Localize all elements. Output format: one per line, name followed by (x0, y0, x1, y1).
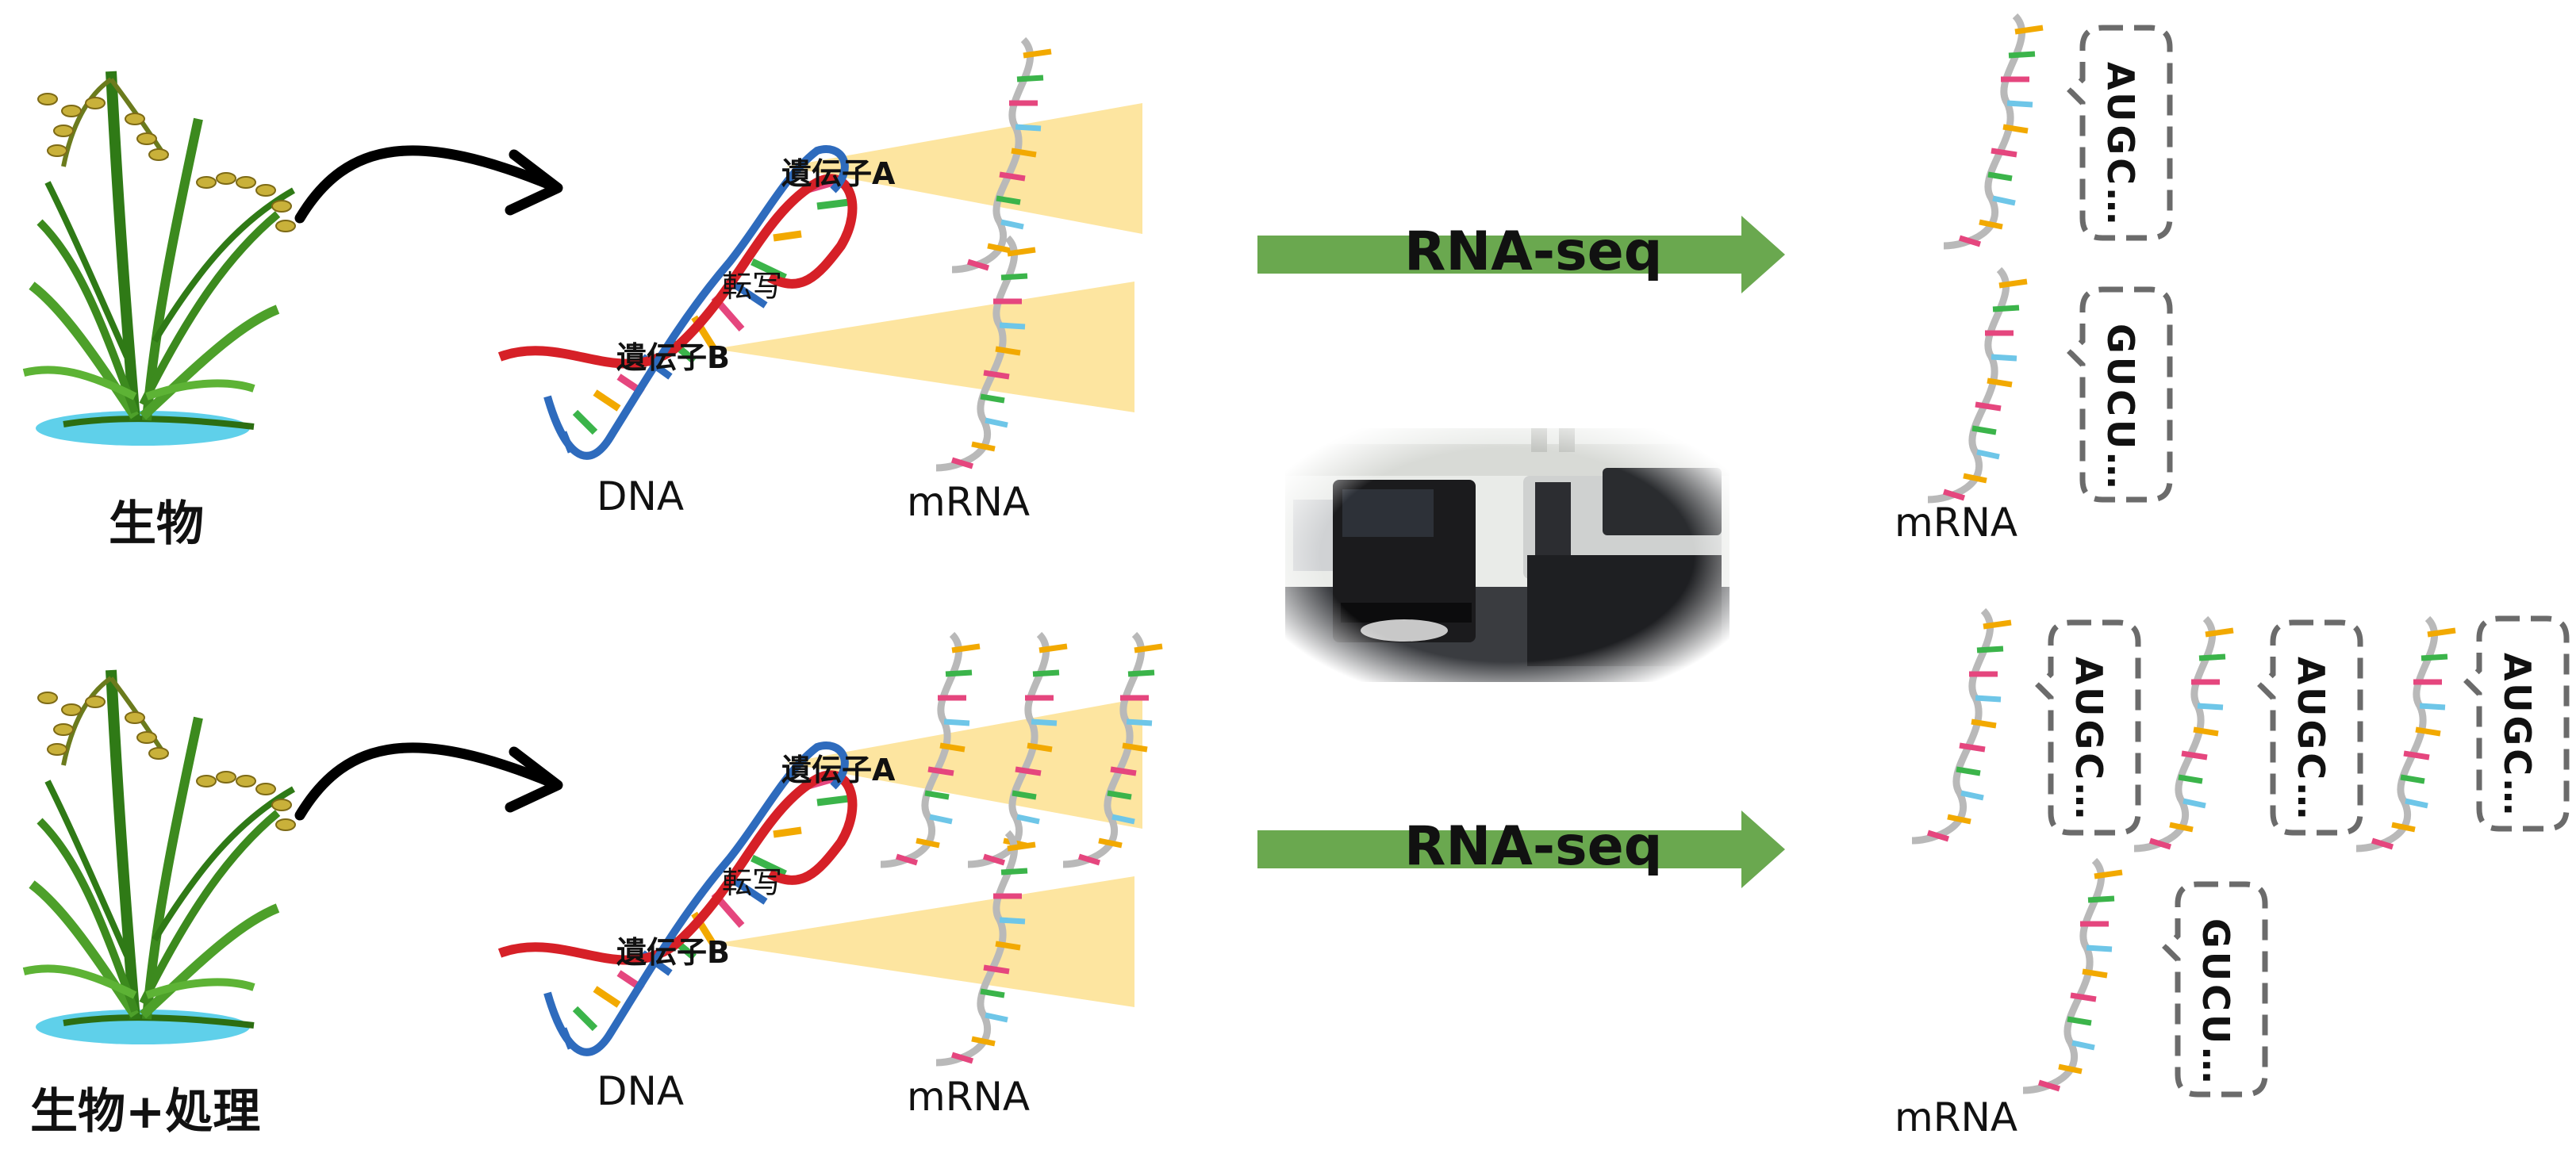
mrna-strand-icon (1912, 611, 2011, 841)
rnaseq-label: RNA-seq (1404, 815, 1663, 878)
read-sequence: AUGC… (2496, 653, 2539, 819)
read-sequence: GUCU… (2194, 918, 2237, 1087)
transcription-label: 転写 (722, 865, 783, 900)
organism-label: 生物 (109, 496, 204, 552)
mrna-strand-icon (1944, 16, 2043, 246)
gene-a-label: 遺伝子A (781, 156, 896, 191)
sequencer-photo (1285, 428, 1729, 682)
mrna-strand-icon (2356, 619, 2455, 849)
row-untreated (24, 16, 2170, 500)
gene-b-label: 遺伝子B (616, 935, 730, 970)
mrna-label: mRNA (907, 479, 1031, 525)
rice-plant-icon (24, 71, 295, 446)
result-mrna-label: mRNA (1895, 500, 2018, 546)
rice-plant-icon (24, 670, 295, 1044)
result-mrna-label: mRNA (1895, 1094, 2018, 1140)
dna-label: DNA (597, 473, 685, 519)
mrna-strand-icon (2023, 860, 2122, 1090)
read-sequence: AUGC… (2067, 657, 2110, 823)
expression-cone-b (714, 282, 1134, 412)
rnaseq-label: RNA-seq (1404, 220, 1663, 283)
mrna-strand-icon (1928, 270, 2027, 500)
curved-arrow-icon (300, 748, 558, 815)
gene-b-label: 遺伝子B (616, 340, 730, 375)
curved-arrow-icon (300, 151, 558, 218)
expression-cone-a (785, 698, 1142, 829)
read-sequence: GUCU… (2099, 324, 2142, 492)
read-sequence: AUGC… (2290, 657, 2332, 823)
read-sequence: AUGC… (2099, 62, 2142, 228)
row-treated (24, 611, 2566, 1094)
mrna-label: mRNA (907, 1074, 1031, 1120)
gene-a-label: 遺伝子A (781, 753, 896, 787)
organism-label: 生物+処理 (30, 1084, 261, 1140)
expression-cone-b (714, 876, 1134, 1007)
transcription-label: 転写 (722, 269, 783, 304)
expression-cone-a (785, 103, 1142, 234)
dna-label: DNA (597, 1068, 685, 1114)
mrna-strand-icon (2134, 619, 2233, 849)
